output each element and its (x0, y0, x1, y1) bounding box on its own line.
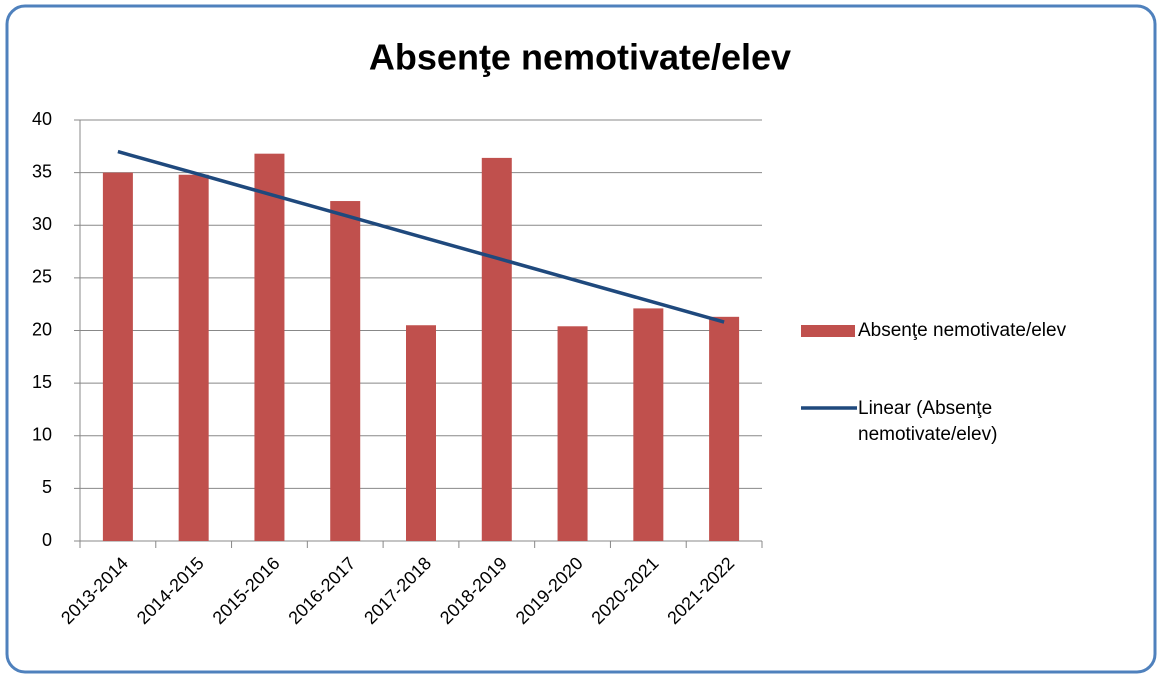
y-tick-label: 25 (32, 267, 52, 287)
y-tick-label: 0 (42, 530, 52, 550)
y-tick-label: 35 (32, 161, 52, 181)
trendline (117, 149, 725, 324)
bar (406, 325, 436, 541)
bar (633, 308, 664, 541)
chart-title: Absenţe nemotivate/elev (369, 37, 791, 78)
legend-key (801, 325, 855, 337)
bar (481, 157, 512, 541)
bar (557, 326, 588, 541)
legend-label: Absenţe nemotivate/elev (858, 320, 1067, 341)
y-tick-label: 40 (32, 109, 52, 129)
y-tick-label: 5 (42, 477, 52, 497)
y-tick-label: 20 (32, 319, 52, 339)
bar (330, 201, 361, 542)
bar (709, 316, 740, 541)
y-tick-label: 30 (32, 214, 52, 234)
legend-label: Linear (Absenţe nemotivate/elev) (858, 398, 998, 445)
bar (102, 172, 133, 541)
y-tick-label: 10 (32, 425, 52, 445)
bar (178, 174, 209, 542)
bar (254, 153, 285, 541)
y-tick-label: 15 (32, 372, 52, 392)
